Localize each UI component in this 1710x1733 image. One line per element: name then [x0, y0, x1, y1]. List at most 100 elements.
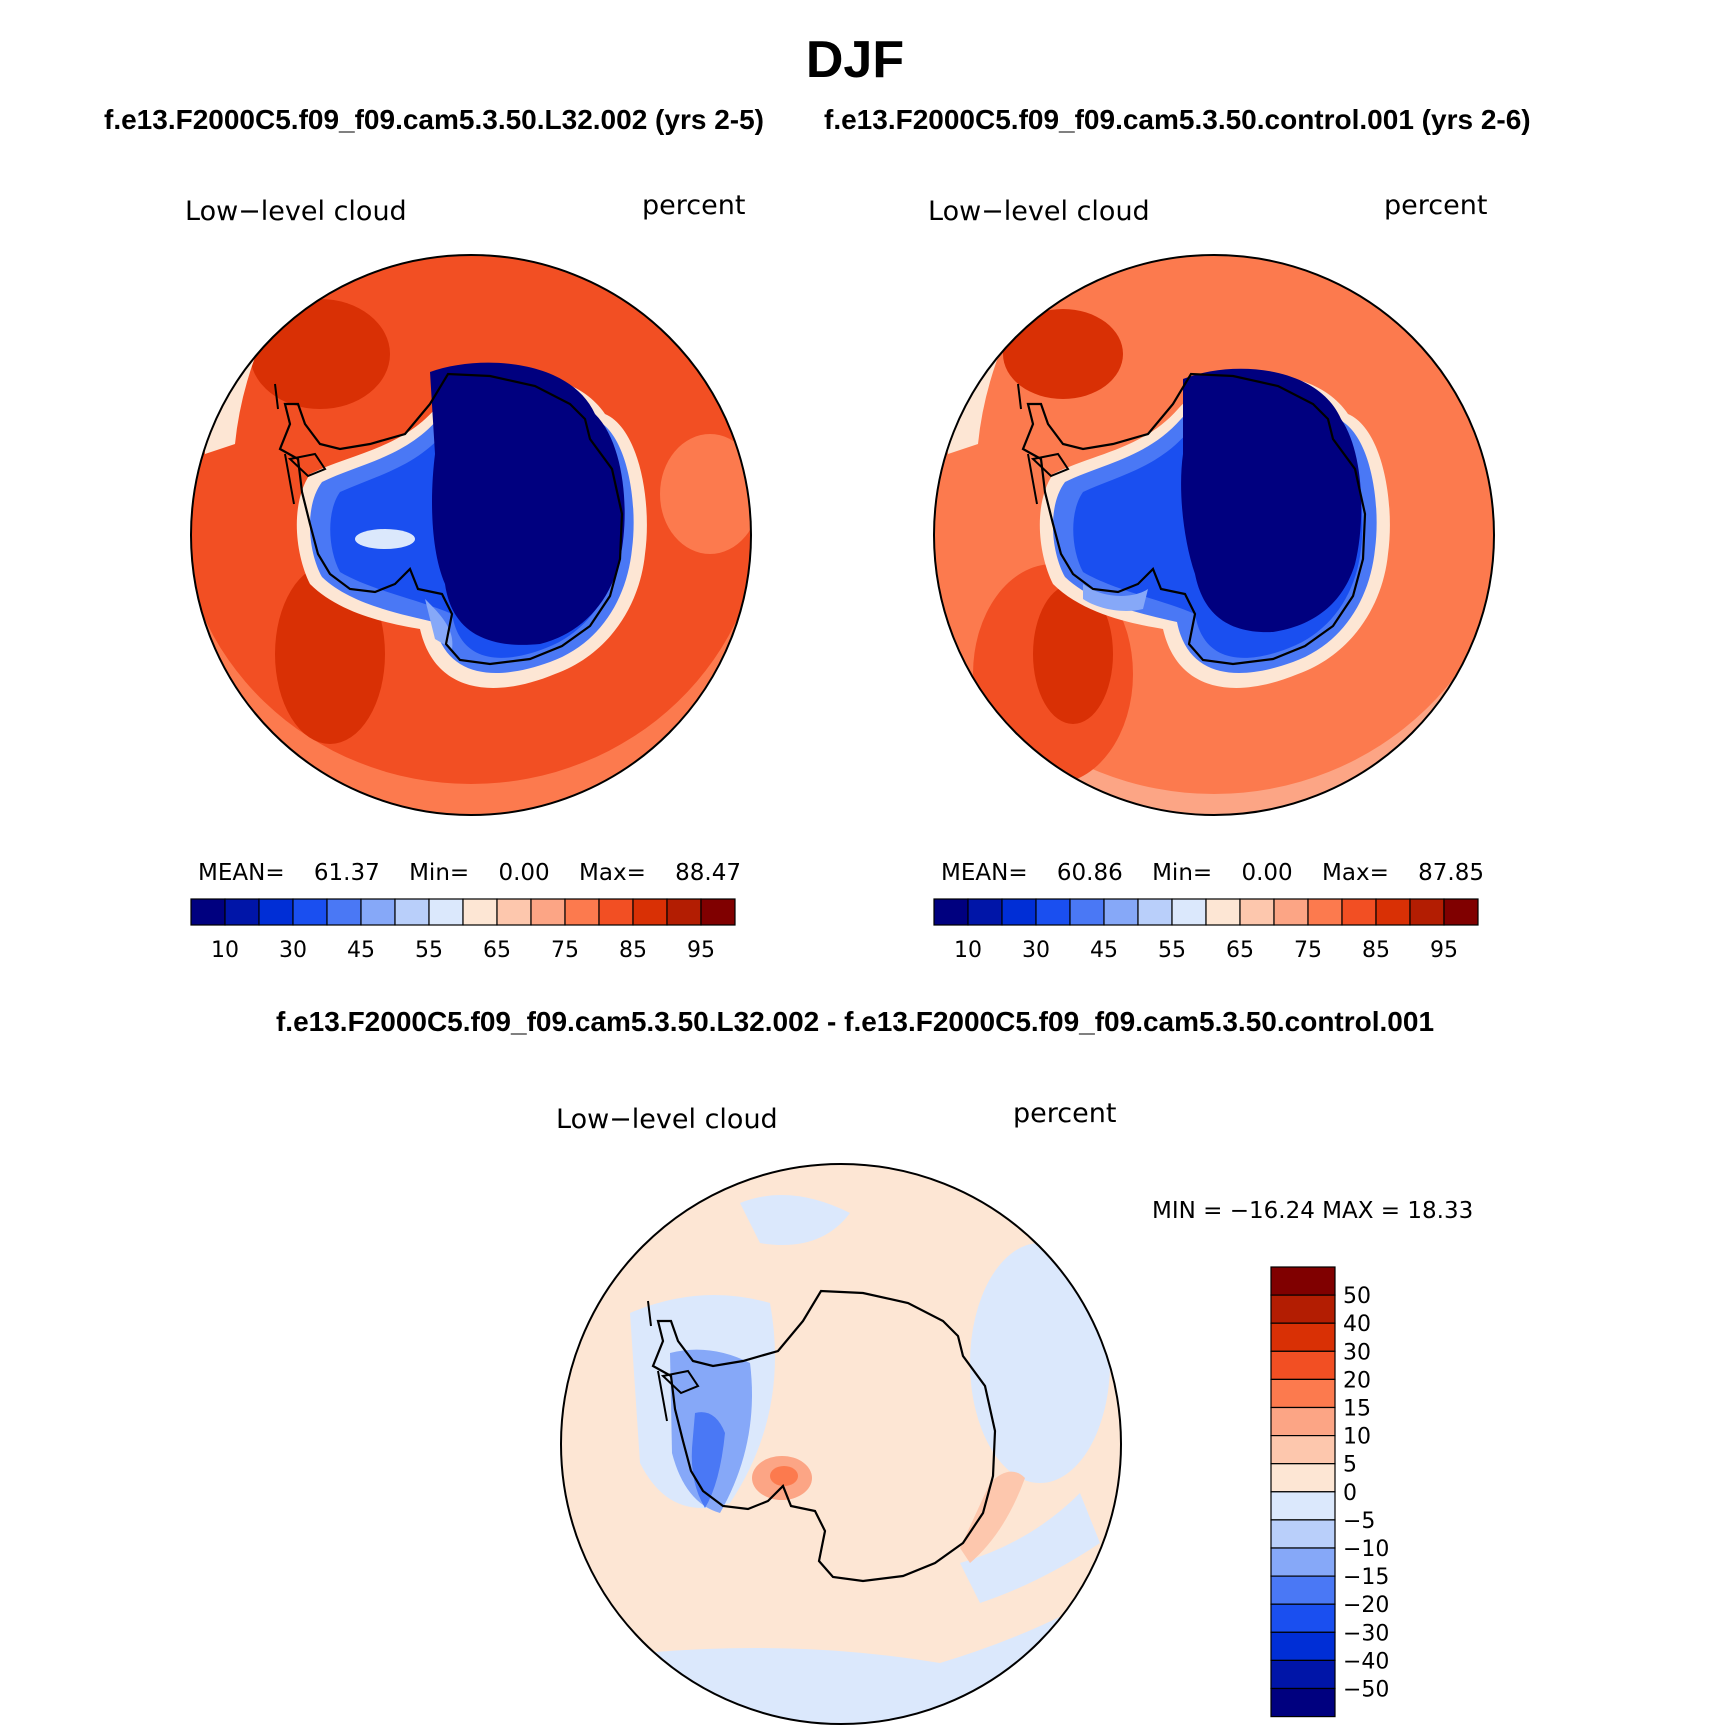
right-colorbar-cell [1341, 898, 1377, 926]
main-title: DJF [805, 31, 905, 89]
left-min-value: 0.00 [498, 860, 550, 886]
right-colorbar-cell [1409, 898, 1445, 926]
left-colorbar-cell [190, 898, 226, 926]
right-colorbar-label: 55 [1158, 938, 1186, 963]
left-colorbar-cell [666, 898, 702, 926]
right-max-label: Max= [1322, 860, 1389, 886]
diff-colorbar-label: 0 [1343, 1481, 1357, 1506]
right-colorbar: 10 30 45 55 65 75 85 95 [933, 898, 1479, 963]
right-colorbar-cell [1171, 898, 1207, 926]
right-colorbar-label: 85 [1362, 938, 1390, 963]
right-colorbar-cell [1103, 898, 1139, 926]
right-colorbar-cell [1205, 898, 1241, 926]
diff-colorbar-cell [1270, 1575, 1336, 1605]
diff-colorbar-cell [1270, 1350, 1336, 1381]
left-mean-label: MEAN= [198, 860, 285, 886]
right-colorbar-label: 30 [1022, 938, 1050, 963]
left-colorbar-cell [462, 898, 498, 926]
right-units-label: percent [1384, 190, 1488, 221]
left-colorbar-label: 75 [551, 938, 579, 963]
left-colorbar-label: 95 [687, 938, 715, 963]
right-colorbar-cell [967, 898, 1003, 926]
diff-variable-label: Low−level cloud [556, 1104, 778, 1135]
right-stats: MEAN= 60.86 Min= 0.00 Max= 87.85 [941, 860, 1484, 886]
left-colorbar-label: 85 [619, 938, 647, 963]
right-colorbar-cell [1375, 898, 1411, 926]
diff-colorbar-cell [1270, 1294, 1336, 1324]
left-colorbar-cell [326, 898, 362, 926]
diff-colorbar-cell [1270, 1519, 1336, 1549]
left-colorbar-cell [632, 898, 668, 926]
left-colorbar-cell [394, 898, 430, 926]
diff-colorbar-cell [1270, 1603, 1336, 1633]
diff-minmax: MIN = −16.24 MAX = 18.33 [1152, 1198, 1474, 1224]
diff-colorbar-cell [1270, 1406, 1336, 1437]
diff-colorbar-label: −15 [1343, 1565, 1389, 1590]
diff-units-label: percent [1013, 1098, 1117, 1129]
left-colorbar-label: 55 [415, 938, 443, 963]
right-colorbar-label: 75 [1294, 938, 1322, 963]
left-min-label: Min= [409, 860, 470, 886]
left-colorbar-cell [258, 898, 294, 926]
left-polar-map [190, 254, 752, 816]
right-mean-label: MEAN= [941, 860, 1028, 886]
diff-title: f.e13.F2000C5.f09_f09.cam5.3.50.L32.002 … [275, 1006, 1435, 1037]
left-colorbar-cell [428, 898, 464, 926]
left-colorbar: 10 30 45 55 65 75 85 95 [190, 898, 736, 963]
right-mean-value: 60.86 [1056, 860, 1123, 886]
left-colorbar-cell [598, 898, 634, 926]
right-colorbar-cell [1239, 898, 1275, 926]
diff-colorbar-cell [1270, 1687, 1336, 1718]
right-colorbar-cell [1443, 898, 1479, 926]
right-min-value: 0.00 [1241, 860, 1293, 886]
right-colorbar-cell [1069, 898, 1105, 926]
right-variable-label: Low−level cloud [928, 196, 1150, 227]
right-colorbar-cell [1307, 898, 1343, 926]
diff-colorbar-cell [1270, 1463, 1336, 1493]
right-colorbar-cell [933, 898, 969, 926]
left-colorbar-cell [292, 898, 328, 926]
diff-colorbar-label: −30 [1343, 1621, 1389, 1646]
diff-polar-map [560, 1163, 1122, 1725]
left-colorbar-label: 65 [483, 938, 511, 963]
left-colorbar-cell [496, 898, 532, 926]
left-colorbar-cell [360, 898, 396, 926]
left-max-value: 88.47 [675, 860, 742, 886]
diff-colorbar-cell [1270, 1266, 1336, 1296]
right-colorbar-cell [1035, 898, 1071, 926]
diff-colorbar-label: 5 [1343, 1453, 1357, 1478]
diff-colorbar-label: 10 [1343, 1425, 1371, 1450]
diff-colorbar-cell [1270, 1378, 1336, 1409]
left-units-label: percent [642, 190, 746, 221]
diff-colorbar-cell [1270, 1435, 1336, 1465]
diff-colorbar-label: 15 [1343, 1397, 1371, 1422]
diff-colorbar-cell [1270, 1491, 1336, 1521]
diff-colorbar-label: 30 [1343, 1340, 1371, 1365]
right-colorbar-label: 45 [1090, 938, 1118, 963]
left-colorbar-cell [224, 898, 260, 926]
left-case-title: f.e13.F2000C5.f09_f09.cam5.3.50.L32.002 … [104, 104, 764, 135]
diff-colorbar-label: 40 [1343, 1312, 1371, 1337]
diff-colorbar-label: −20 [1343, 1593, 1389, 1618]
right-max-value: 87.85 [1418, 860, 1485, 886]
left-variable-label: Low−level cloud [185, 196, 407, 227]
diff-colorbar-label: −5 [1343, 1509, 1375, 1534]
left-stats: MEAN= 61.37 Min= 0.00 Max= 88.47 [198, 860, 741, 886]
right-colorbar-label: 95 [1430, 938, 1458, 963]
diff-colorbar-label: 20 [1343, 1368, 1371, 1393]
left-colorbar-label: 30 [279, 938, 307, 963]
left-colorbar-cell [564, 898, 600, 926]
diff-colorbar-cell [1270, 1547, 1336, 1577]
right-colorbar-cell [1273, 898, 1309, 926]
right-colorbar-label: 10 [954, 938, 982, 963]
left-colorbar-label: 45 [347, 938, 375, 963]
diff-colorbar-cell [1270, 1631, 1336, 1661]
diff-colorbar-cell [1270, 1322, 1336, 1352]
diff-colorbar-cell [1270, 1659, 1336, 1690]
diff-colorbar-label: −10 [1343, 1537, 1389, 1562]
right-colorbar-cell [1137, 898, 1173, 926]
right-colorbar-cell [1001, 898, 1037, 926]
right-polar-map [933, 254, 1495, 816]
right-case-title: f.e13.F2000C5.f09_f09.cam5.3.50.control.… [824, 104, 1531, 135]
